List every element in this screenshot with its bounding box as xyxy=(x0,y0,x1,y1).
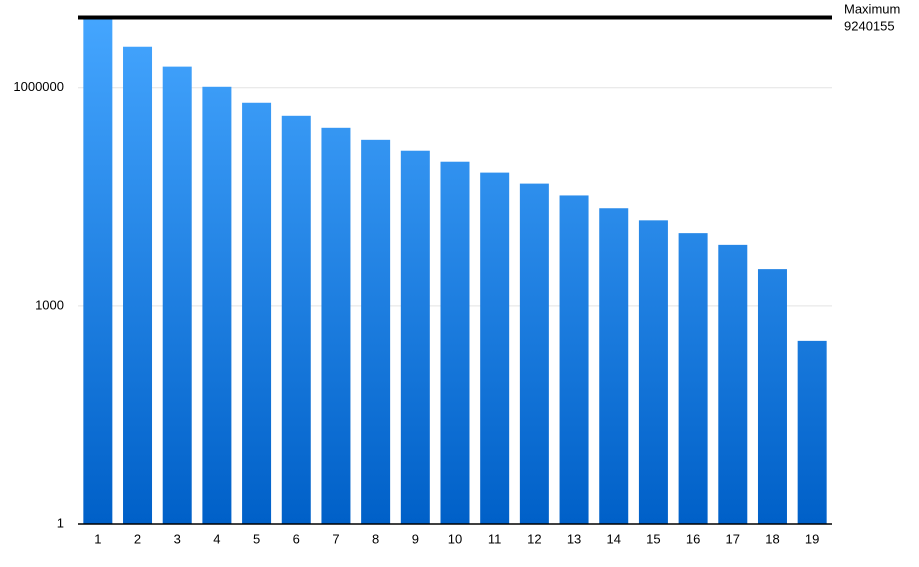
bar xyxy=(361,139,391,524)
x-tick-label: 9 xyxy=(412,531,419,546)
bar xyxy=(480,172,510,525)
x-tick-label: 18 xyxy=(765,531,779,546)
x-tick-label: 14 xyxy=(607,531,621,546)
x-tick-label: 15 xyxy=(646,531,660,546)
bar xyxy=(718,244,748,524)
x-tick-label: 10 xyxy=(448,531,462,546)
bar xyxy=(797,340,827,524)
reference-value: 9240155 xyxy=(844,18,895,33)
x-tick-label: 5 xyxy=(253,531,260,546)
x-tick-label: 16 xyxy=(686,531,700,546)
x-tick-label: 1 xyxy=(94,531,101,546)
x-tick-label: 12 xyxy=(527,531,541,546)
bar xyxy=(440,161,470,524)
x-tick-label: 13 xyxy=(567,531,581,546)
bar xyxy=(757,269,787,524)
y-tick-label: 1000 xyxy=(35,297,64,312)
bar xyxy=(162,66,192,524)
bar xyxy=(83,18,113,525)
bar xyxy=(281,115,311,524)
x-tick-label: 3 xyxy=(174,531,181,546)
bar xyxy=(559,195,589,524)
x-tick-label: 7 xyxy=(332,531,339,546)
bar xyxy=(202,86,232,525)
reference-label: Maximum xyxy=(844,1,900,16)
x-tick-label: 17 xyxy=(726,531,740,546)
bar xyxy=(678,233,708,524)
x-tick-label: 6 xyxy=(293,531,300,546)
bar xyxy=(599,208,629,524)
x-tick-label: 19 xyxy=(805,531,819,546)
bar xyxy=(638,220,668,524)
bar xyxy=(321,127,351,524)
x-tick-label: 11 xyxy=(488,531,502,546)
y-tick-label: 1 xyxy=(57,515,64,530)
x-tick-label: 8 xyxy=(372,531,379,546)
bar xyxy=(400,150,430,524)
x-tick-label: 4 xyxy=(213,531,220,546)
bar xyxy=(519,183,549,525)
y-tick-label: 1000000 xyxy=(13,79,64,94)
x-tick-label: 2 xyxy=(134,531,141,546)
bar xyxy=(123,46,153,525)
bar xyxy=(242,102,272,524)
